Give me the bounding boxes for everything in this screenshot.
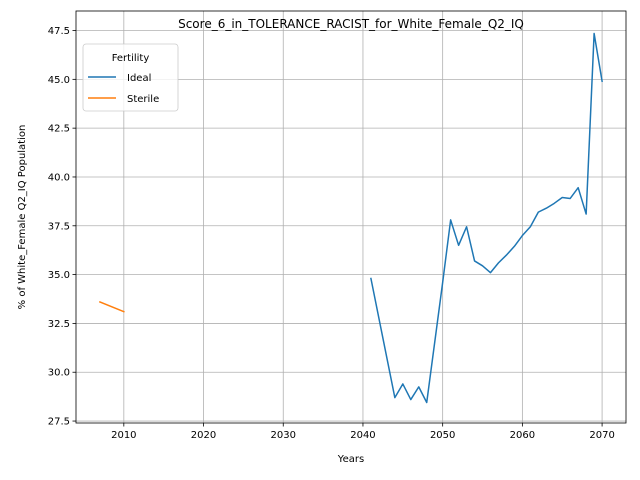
y-tick-label: 37.5 xyxy=(48,221,70,232)
legend: Fertility Ideal Sterile xyxy=(82,43,179,112)
chart-title: Score_6_in_TOLERANCE_RACIST_for_White_Fe… xyxy=(178,17,524,31)
y-tick-label: 32.5 xyxy=(48,319,70,330)
y-tick-label: 27.5 xyxy=(48,417,70,428)
x-tick-label: 2010 xyxy=(111,430,136,441)
y-tick-label: 47.5 xyxy=(48,26,70,37)
series-line-ideal xyxy=(370,32,603,404)
x-tick-label: 2050 xyxy=(430,430,455,441)
y-axis-ticks: 27.5 30.0 32.5 35.0 37.5 40.0 42.5 45.0 47.5 xyxy=(48,26,76,428)
y-tick-label: 45.0 xyxy=(48,75,70,86)
x-tick-label: 2040 xyxy=(350,430,375,441)
x-tick-label: 2030 xyxy=(271,430,296,441)
legend-title: Fertility xyxy=(112,53,150,64)
legend-box xyxy=(82,43,179,112)
plot-frame xyxy=(75,10,627,424)
grid-lines xyxy=(76,11,626,423)
x-tick-label: 2020 xyxy=(191,430,216,441)
y-axis-label: % of White_Female Q2_IQ Population xyxy=(17,125,28,310)
y-tick-label: 42.5 xyxy=(48,124,70,135)
legend-label-ideal: Ideal xyxy=(127,73,151,84)
x-axis-ticks: 2010 2020 2030 2040 2050 2060 2070 xyxy=(111,423,615,441)
x-axis-label: Years xyxy=(337,454,364,465)
series-lines xyxy=(98,32,603,404)
y-tick-label: 30.0 xyxy=(48,368,70,379)
series-line-sterile xyxy=(98,300,125,313)
x-tick-label: 2060 xyxy=(510,430,535,441)
y-tick-label: 40.0 xyxy=(48,172,70,183)
x-tick-label: 2070 xyxy=(589,430,614,441)
y-tick-label: 35.0 xyxy=(48,270,70,281)
legend-label-sterile: Sterile xyxy=(127,94,159,105)
